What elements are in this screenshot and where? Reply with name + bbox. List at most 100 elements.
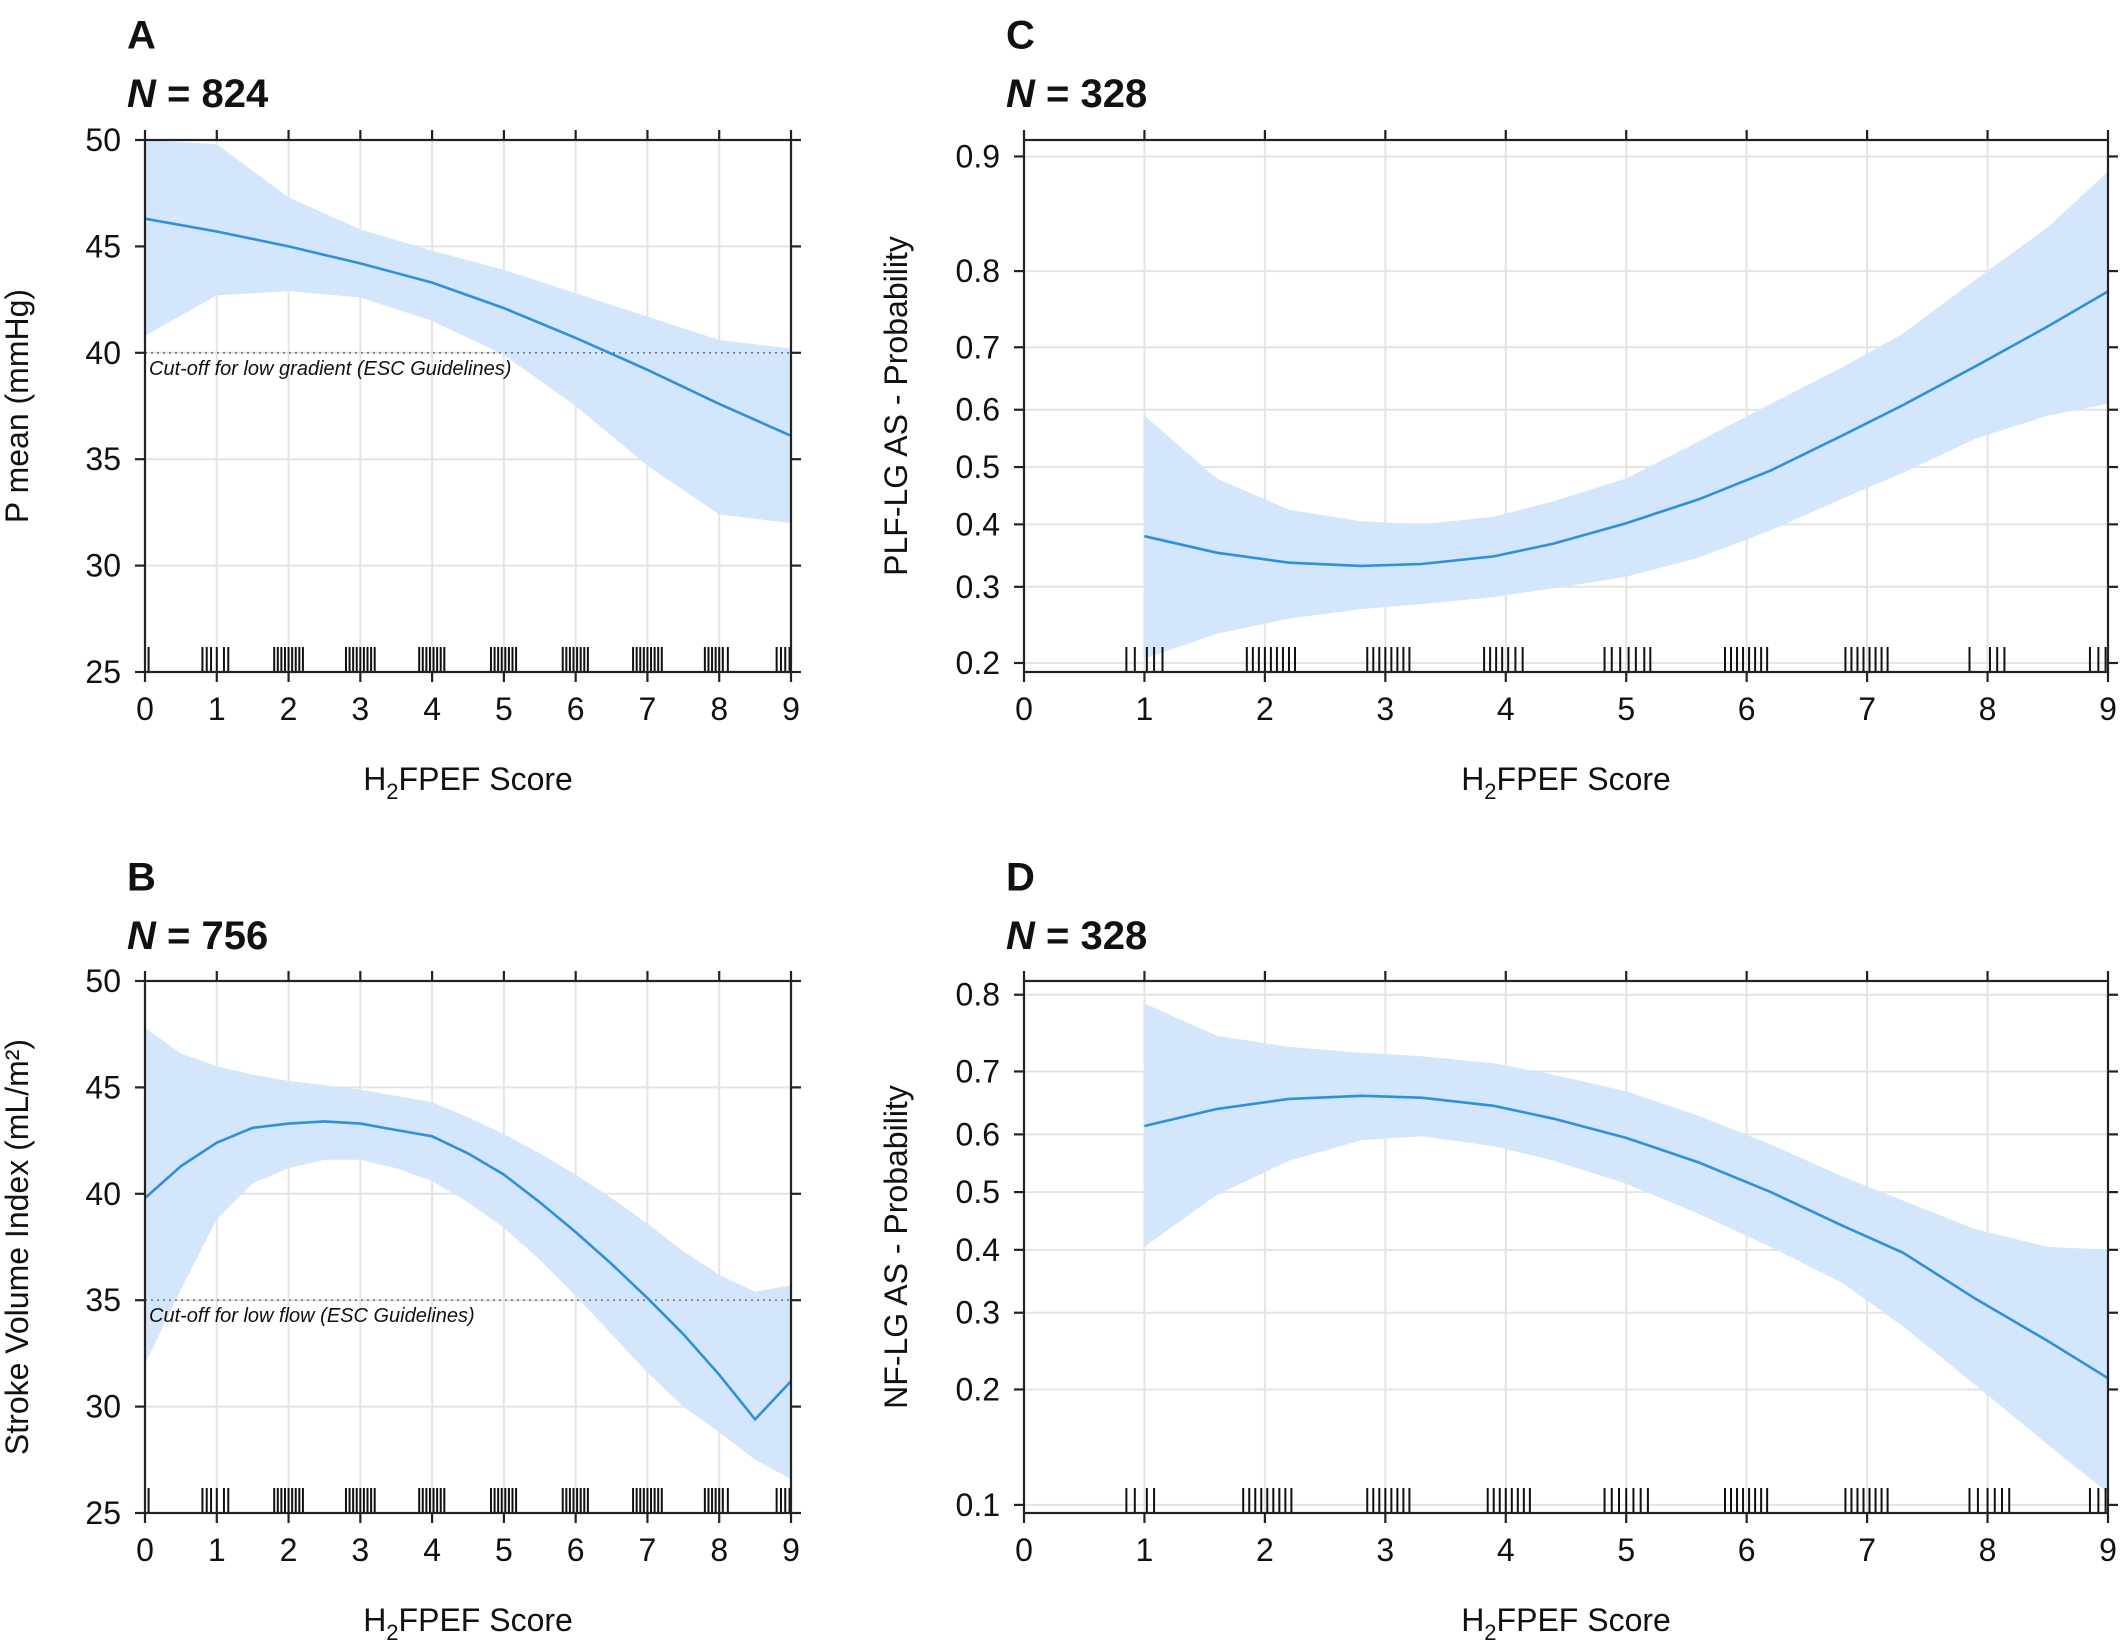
panel-d-y-axis-label: NF-LG AS - Probability [878,1085,914,1409]
x-tick-label: 2 [280,691,298,727]
panel-c-confidence-band [1144,171,2108,659]
n-value: = 328 [1035,72,1147,116]
y-tick-label: 0.2 [956,645,1000,681]
panel-d-fit-line [1144,1094,2109,1380]
y-tick-label: 35 [85,441,121,477]
panel-c-fit-line [1144,290,2109,568]
y-tick-label: 25 [85,1495,121,1531]
panel-b-x-axis-label: H2FPEF Score [363,1602,573,1645]
y-tick-label: 0.5 [956,1174,1000,1210]
x-tick-label: 8 [1979,691,1997,727]
panel-a-x-axis-label: H2FPEF Score [363,761,573,804]
y-tick-label: 50 [85,122,121,158]
y-tick-label: 0.8 [956,253,1000,289]
panel-a-letter: A [127,14,156,58]
n-value: = 824 [156,72,269,116]
panel-a-n-label: N = 824 [127,72,269,116]
y-tick-label: 0.8 [956,977,1000,1013]
x-tick-label: 5 [1617,1532,1635,1568]
x-tick-label: 1 [1136,691,1154,727]
x-label-subscript: 2 [1484,1620,1496,1645]
x-tick-label: 8 [710,691,728,727]
y-tick-label: 0.7 [956,329,1000,365]
x-tick-label: 1 [208,1532,226,1568]
x-tick-label: 1 [208,691,226,727]
y-tick-label: 0.6 [956,1116,1000,1152]
x-label-subscript: 2 [1484,779,1496,804]
panel-b-letter: B [127,856,156,900]
x-tick-label: 0 [1015,691,1033,727]
x-tick-label: 5 [495,691,513,727]
panel-b-confidence-band [145,1027,791,1479]
x-label-rest: FPEF Score [399,761,573,797]
x-label-base: H [1461,761,1484,797]
panel-d-x-axis-label: H2FPEF Score [1461,1602,1671,1645]
n-symbol: N [127,72,157,116]
x-label-rest: FPEF Score [1497,1602,1671,1638]
panel-c-frame [1022,138,2110,674]
x-tick-label: 1 [1136,1532,1154,1568]
x-tick-label: 7 [1858,691,1876,727]
panel-d-n-label: N = 328 [1006,914,1147,958]
x-tick-label: 0 [136,1532,154,1568]
x-tick-label: 2 [280,1532,298,1568]
y-tick-label: 0.3 [956,1295,1000,1331]
x-tick-label: 3 [1376,691,1394,727]
x-tick-label: 6 [1738,1532,1756,1568]
x-tick-label: 7 [639,691,657,727]
panel-a-cutoff-label: Cut-off for low gradient (ESC Guidelines… [149,358,511,380]
panel-a-y-axis-label: P mean (mmHg) [0,289,35,523]
n-symbol: N [127,914,157,958]
y-tick-label: 40 [85,335,121,371]
panel-b-n-label: N = 756 [127,914,268,958]
x-label-rest: FPEF Score [1497,761,1671,797]
panel-a-confidence-band [145,140,791,523]
x-label-rest: FPEF Score [399,1602,573,1638]
x-label-base: H [363,1602,386,1638]
x-tick-label: 9 [2099,1532,2117,1568]
x-tick-label: 6 [567,691,585,727]
x-tick-label: 7 [1858,1532,1876,1568]
panel-a-fit-line [144,217,792,437]
y-tick-label: 0.5 [956,449,1000,485]
x-tick-label: 2 [1256,1532,1274,1568]
panel-c-x-axis-label: H2FPEF Score [1461,761,1671,804]
panel-d-frame [1022,979,2110,1515]
x-tick-label: 4 [423,1532,441,1568]
x-label-base: H [1461,1602,1484,1638]
x-tick-label: 3 [351,691,369,727]
y-tick-label: 50 [85,963,121,999]
x-tick-label: 3 [351,1532,369,1568]
panel-c-y-axis-label: PLF-LG AS - Probability [878,236,914,576]
y-tick-label: 0.9 [956,138,1000,174]
x-tick-label: 8 [1979,1532,1997,1568]
y-tick-label: 0.6 [956,392,1000,428]
x-tick-label: 9 [2099,691,2117,727]
x-label-base: H [363,761,386,797]
n-value: = 328 [1035,914,1147,958]
y-tick-label: 45 [85,1069,121,1105]
n-symbol: N [1006,914,1036,958]
n-value: = 756 [156,914,268,958]
x-label-subscript: 2 [386,1620,398,1645]
y-tick-label: 25 [85,654,121,690]
x-tick-label: 9 [782,691,800,727]
panel-b-fit-line [144,1120,792,1422]
x-tick-label: 5 [495,1532,513,1568]
x-tick-label: 3 [1376,1532,1394,1568]
x-tick-label: 0 [136,691,154,727]
panel-d-confidence-band [1144,1003,2108,1493]
x-tick-label: 7 [639,1532,657,1568]
n-symbol: N [1006,72,1036,116]
y-tick-label: 0.4 [956,506,1000,542]
y-tick-label: 0.4 [956,1232,1000,1268]
x-tick-label: 8 [710,1532,728,1568]
panel-b-frame [143,979,793,1515]
x-tick-label: 9 [782,1532,800,1568]
x-tick-label: 6 [567,1532,585,1568]
